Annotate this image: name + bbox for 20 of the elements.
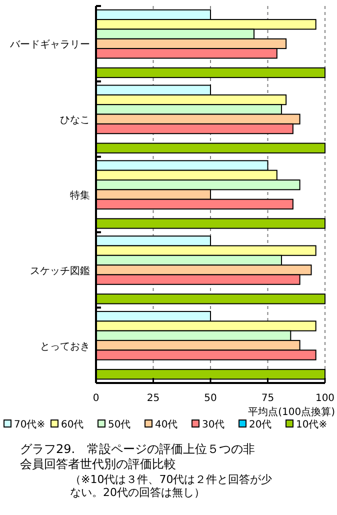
legend-label: 40代 <box>155 420 178 430</box>
x-tick-label: 75 <box>261 393 274 404</box>
y-tick-label: バードギャラリー <box>9 38 90 51</box>
legend-label: 50代 <box>108 420 131 430</box>
legend-label: 70代※ <box>14 420 46 430</box>
y-tick-label: 特集 <box>70 190 90 202</box>
y-tick-label: スケッチ図鑑 <box>30 264 90 277</box>
legend-label: 20代 <box>249 420 272 430</box>
legend-label: 30代 <box>202 420 225 430</box>
legend-label: 60代 <box>61 420 84 430</box>
x-tick-label: 100 <box>315 393 335 404</box>
x-axis-title: 平均点(100点換算) <box>248 406 336 418</box>
text: （※10代は３件、70代は２件と回答が少ない。20代の回答は無し） <box>70 473 272 499</box>
legend-label: 10代※ <box>296 420 328 430</box>
y-tick-label: とっておき <box>40 341 90 352</box>
y-tick-label: ひなこ <box>60 115 90 126</box>
x-tick-label: 0 <box>92 393 100 404</box>
x-tick-label: 50 <box>204 393 217 404</box>
x-tick-label: 25 <box>146 393 160 404</box>
text: グラフ29. 常設ページの評価上位５つの非会員回答者世代別の評価比較 <box>20 442 256 471</box>
